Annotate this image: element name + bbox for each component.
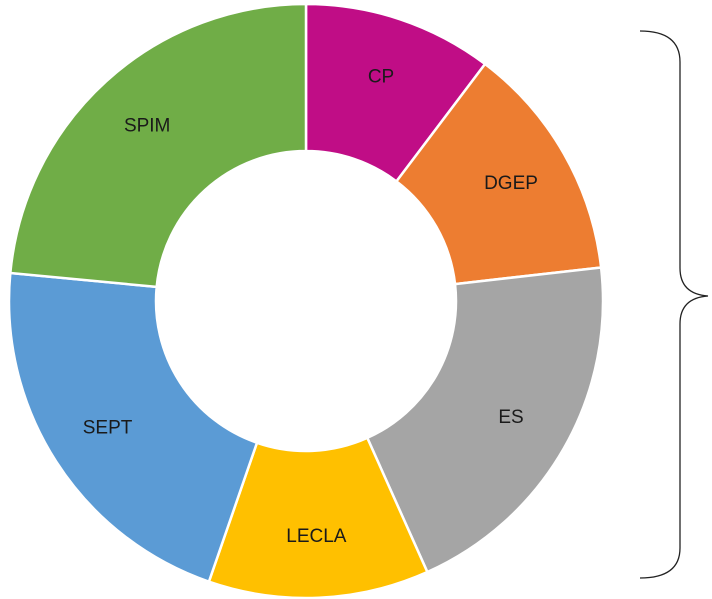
segment-label: ES xyxy=(498,407,523,428)
donut-segment xyxy=(8,2,308,289)
segment-label: SEPT xyxy=(83,418,133,439)
segment-label: LECLA xyxy=(286,526,347,547)
segment-label: DGEP xyxy=(484,173,538,194)
donut-segment xyxy=(365,266,605,574)
donut-segment xyxy=(394,62,603,286)
segment-label: SPIM xyxy=(124,115,170,136)
brace xyxy=(639,30,709,579)
segment-label: CP xyxy=(368,66,394,87)
donut-segment xyxy=(7,271,259,584)
